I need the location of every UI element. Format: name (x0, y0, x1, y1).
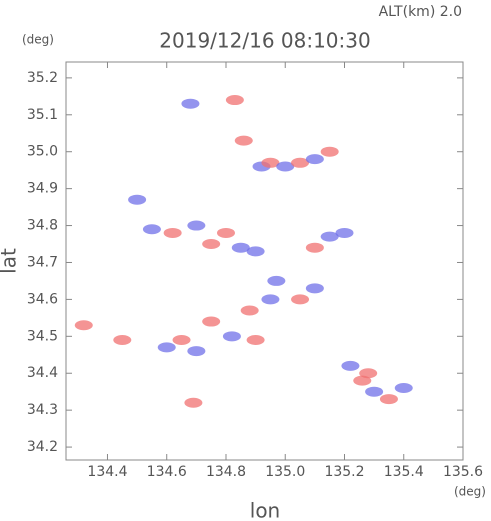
x-tick-label: 135.4 (384, 464, 424, 480)
echo-patch (261, 294, 280, 305)
echo-patch (246, 335, 265, 346)
echo-patch (163, 227, 182, 238)
y-tick-label: 35.2 (27, 70, 58, 86)
echo-patch (225, 95, 244, 106)
chart-title: 2019/12/16 08:10:30 (159, 29, 370, 53)
echo-patch (157, 342, 176, 353)
x-axis-label: lon (250, 499, 280, 521)
echo-patch (365, 386, 384, 397)
echo-patch (113, 335, 132, 346)
echo-patch (128, 194, 147, 205)
echo-patch (184, 397, 203, 408)
echo-patch (359, 368, 378, 379)
echo-patch (305, 283, 324, 294)
echo-patch (181, 98, 200, 109)
echo-patch (291, 294, 310, 305)
echo-patch (240, 305, 259, 316)
y-tick-label: 34.7 (27, 254, 58, 270)
x-tick-label: 135.6 (443, 464, 483, 480)
echo-patch (187, 220, 206, 231)
y-axis-label: lat (0, 248, 21, 274)
echo-patch (187, 346, 206, 357)
echo-patch (291, 157, 310, 168)
echo-patch (74, 320, 93, 331)
echo-patch (305, 154, 324, 165)
echo-patch (394, 383, 413, 394)
x-tick-label: 134.4 (87, 464, 127, 480)
x-tick-label: 134.8 (206, 464, 246, 480)
y-tick-label: 34.4 (27, 365, 58, 381)
echo-patch (234, 135, 253, 146)
y-tick-label: 34.6 (27, 291, 58, 307)
echo-patch (216, 227, 235, 238)
echo-patch (320, 231, 339, 242)
echo-patch (341, 360, 360, 371)
y-tick-label: 35.0 (27, 144, 58, 160)
y-unit: (deg) (22, 33, 54, 47)
echo-patch (246, 246, 265, 257)
echo-patch (172, 335, 191, 346)
y-tick-label: 34.2 (27, 439, 58, 455)
echo-patch (335, 227, 354, 238)
x-tick-label: 134.6 (147, 464, 187, 480)
y-tick-label: 34.5 (27, 328, 58, 344)
echo-patch (261, 157, 280, 168)
echo-patch (231, 242, 250, 253)
echo-patch (267, 275, 286, 286)
y-tick-label: 35.1 (27, 107, 58, 123)
y-tick-label: 34.9 (27, 181, 58, 197)
echo-patch (276, 161, 295, 172)
echo-patch (222, 331, 241, 342)
echo-patch (142, 224, 161, 235)
echo-patch (320, 146, 339, 157)
echo-patch (305, 242, 324, 253)
chart-subtitle: ALT(km) 2.0 (379, 4, 462, 20)
y-tick-label: 34.8 (27, 218, 58, 234)
echo-patch (202, 316, 221, 327)
echo-patch (202, 239, 221, 250)
x-unit: (deg) (454, 485, 486, 499)
plot-frame (65, 61, 464, 461)
y-tick-label: 34.3 (27, 402, 58, 418)
x-tick-label: 135.0 (265, 464, 305, 480)
x-tick-label: 135.2 (324, 464, 364, 480)
echo-patch (379, 394, 398, 405)
